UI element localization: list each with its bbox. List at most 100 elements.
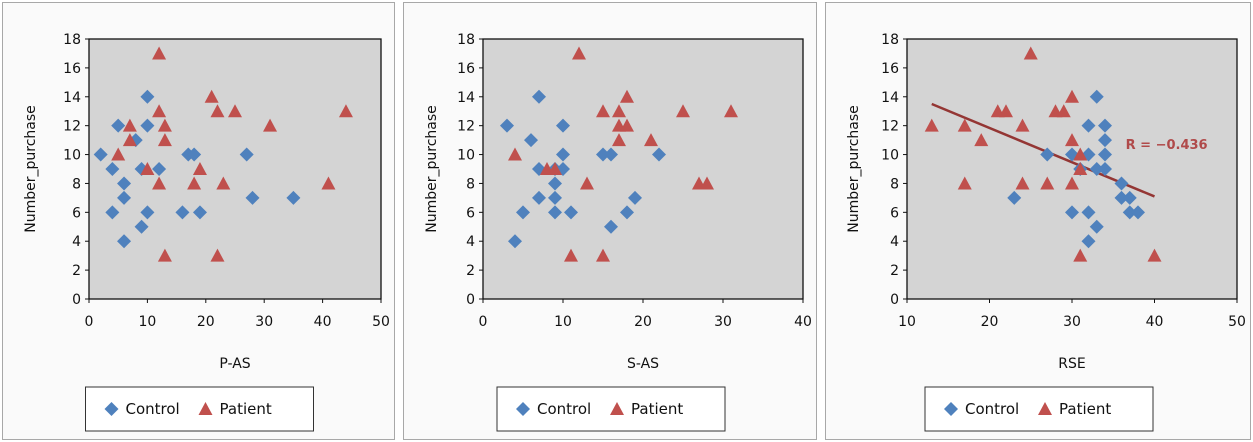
y-axis-title: Number_purchase	[424, 105, 440, 233]
x-tick-label: 0	[85, 314, 94, 330]
y-tick-label: 14	[881, 90, 899, 106]
chart-svg-s-as: 0 2 4 6 8 10 12 14 16 18 0 10 20 30 40 Number_purchase S…	[424, 32, 812, 432]
control-point	[1098, 162, 1112, 176]
x-tick-label: 40	[1146, 314, 1164, 330]
x-tick-label: 30	[714, 314, 732, 330]
control-point	[620, 205, 634, 220]
legend-control-marker	[944, 402, 958, 416]
patient-point	[676, 104, 690, 118]
patient-point	[1073, 248, 1088, 262]
y-tick-label: 12	[457, 119, 475, 135]
patient-point	[228, 104, 242, 118]
control-point	[140, 89, 155, 104]
control-point	[192, 205, 207, 220]
patient-point	[612, 133, 626, 147]
plot-area	[906, 38, 1238, 300]
y-tick-label: 0	[72, 292, 81, 308]
x-tick-label: 10	[898, 314, 916, 330]
legend-patient-marker	[610, 402, 624, 415]
y-tick-label: 12	[63, 119, 81, 135]
legend-label: Patient	[1059, 400, 1111, 418]
control-point	[1114, 190, 1129, 205]
control-point	[556, 147, 570, 162]
patient-point	[1147, 248, 1162, 262]
patient-point	[1040, 176, 1055, 190]
control-point	[140, 205, 155, 220]
legend-box	[496, 386, 726, 432]
y-tick-label: 4	[72, 234, 81, 250]
patient-point	[157, 118, 172, 132]
y-tick-label: 16	[63, 61, 81, 77]
patient-point	[216, 176, 231, 190]
patient-point	[1073, 162, 1088, 175]
y-tick-label: 4	[890, 234, 899, 250]
patient-point	[192, 162, 207, 175]
y-tick-label: 10	[881, 148, 899, 164]
patient-point	[157, 248, 172, 262]
y-tick-label: 10	[457, 148, 475, 164]
patient-point	[974, 133, 989, 147]
patient-point	[1065, 176, 1079, 190]
control-point	[140, 118, 155, 133]
control-point	[93, 147, 108, 162]
patient-point	[924, 118, 939, 132]
control-point	[556, 118, 570, 133]
control-point	[1122, 190, 1137, 205]
control-point	[500, 118, 514, 133]
control-point	[548, 190, 562, 205]
y-tick-label: 6	[466, 205, 475, 221]
y-tick-label: 16	[457, 61, 475, 77]
control-point	[508, 234, 522, 249]
control-point	[604, 219, 618, 234]
y-tick-label: 16	[881, 61, 899, 77]
legend-box	[924, 386, 1154, 432]
patient-point	[1015, 118, 1030, 132]
y-tick-label: 0	[890, 292, 899, 308]
patient-point	[187, 176, 202, 190]
y-tick-label: 6	[72, 205, 81, 221]
control-point	[532, 190, 546, 205]
y-tick-label: 2	[890, 263, 899, 279]
patient-point	[321, 176, 336, 190]
patient-point	[620, 89, 634, 103]
x-axis-title: P-AS	[219, 356, 250, 372]
patient-point	[596, 248, 610, 262]
patient-point	[1065, 89, 1079, 103]
patient-point	[508, 147, 522, 161]
patient-point	[564, 248, 578, 262]
y-tick-label: 8	[466, 176, 475, 192]
control-point	[1081, 234, 1096, 249]
control-point	[286, 190, 301, 205]
patient-point	[644, 133, 658, 147]
correlation-annotation: R = −0.436	[1126, 138, 1208, 153]
y-tick-label: 18	[881, 32, 899, 48]
control-point	[239, 147, 254, 162]
control-point	[548, 205, 562, 220]
control-point	[105, 205, 120, 220]
control-point	[1131, 205, 1145, 220]
control-point	[1007, 190, 1022, 205]
patient-point	[157, 133, 172, 147]
x-tick-label: 0	[479, 314, 488, 330]
patient-point	[210, 104, 225, 118]
patient-point	[724, 104, 738, 118]
control-point	[111, 118, 126, 133]
x-axis-title: S-AS	[627, 356, 659, 372]
patient-point	[548, 162, 562, 175]
patient-point	[338, 104, 353, 118]
y-tick-label: 2	[72, 263, 81, 279]
y-tick-label: 4	[466, 234, 475, 250]
control-point	[134, 219, 149, 234]
patient-point	[152, 104, 167, 118]
x-tick-label: 30	[255, 314, 273, 330]
patient-point	[612, 104, 626, 118]
patient-point	[1023, 46, 1038, 60]
y-tick-label: 6	[890, 205, 899, 221]
legend-label: Control	[126, 400, 180, 418]
control-point	[175, 205, 190, 220]
control-point	[1098, 147, 1112, 162]
patient-point	[152, 176, 167, 190]
control-point	[187, 147, 202, 162]
control-point	[117, 190, 132, 205]
y-tick-label: 18	[457, 32, 475, 48]
